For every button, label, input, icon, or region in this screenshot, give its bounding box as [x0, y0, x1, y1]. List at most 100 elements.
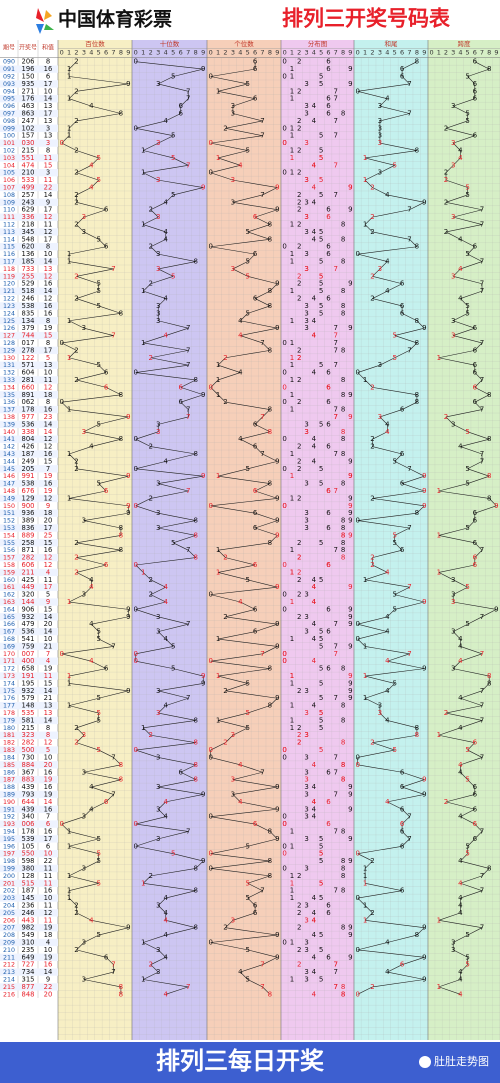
issue: 090 [3, 59, 15, 66]
trend-digit: 0 [355, 620, 359, 628]
trend-line [394, 586, 410, 595]
sum: 19 [44, 472, 53, 480]
trend-line [467, 468, 490, 477]
sum: 15 [44, 679, 53, 687]
trend-digit: 5 [245, 946, 249, 954]
trend-digit: 3 [378, 132, 382, 140]
distribution-digit: 8 [341, 761, 345, 769]
issue: 213 [3, 969, 15, 976]
trend-line [467, 616, 483, 625]
trend-digit: 9 [422, 665, 426, 673]
trend-line [232, 771, 263, 780]
trend-line [135, 468, 204, 477]
issue: 159 [3, 569, 15, 576]
distribution-digit: 4 [312, 783, 317, 791]
issue: 106 [3, 177, 15, 184]
distribution-digit: 1 [290, 975, 294, 983]
trend-digit: 2 [74, 465, 78, 473]
issue: 111 [3, 214, 15, 221]
distribution-digit: 7 [334, 642, 338, 650]
distribution-digit: 9 [348, 494, 352, 502]
trend-line [143, 875, 151, 884]
trend-line [365, 646, 410, 655]
trend-line [467, 76, 476, 85]
issue: 183 [3, 747, 15, 754]
trend-digit: 9 [126, 509, 130, 517]
trend-digit: 2 [370, 443, 374, 451]
trend-digit: 2 [370, 435, 374, 443]
trend-line [372, 979, 425, 988]
digit-header: 3 [82, 49, 86, 57]
trend-digit: 8 [119, 531, 123, 539]
trend-digit: 8 [415, 58, 419, 66]
trend-line [158, 135, 174, 144]
trend-digit: 4 [164, 916, 169, 924]
distribution-digit: 1 [290, 887, 294, 895]
trend-line [254, 483, 271, 492]
trend-line [247, 883, 263, 891]
distribution-digit: 2 [297, 539, 301, 547]
distribution-digit: 1 [290, 154, 294, 162]
trend-digit: 1 [363, 901, 367, 909]
issue: 146 [3, 473, 15, 480]
sum: 16 [44, 406, 53, 414]
trend-line [365, 675, 395, 684]
distribution-digit: 2 [297, 591, 301, 599]
trend-line [68, 350, 77, 358]
trend-line [165, 453, 196, 462]
row-band [0, 331, 58, 340]
sum: 12 [44, 435, 53, 443]
trend-line [83, 424, 99, 433]
trend-line [98, 305, 121, 314]
distribution-digit: 5 [319, 258, 323, 266]
trend-digit: 6 [104, 369, 109, 377]
trend-digit: 3 [451, 665, 455, 673]
issue: 114 [3, 236, 15, 243]
trend-digit: 3 [156, 753, 160, 761]
sum: 17 [44, 235, 53, 243]
trend-line [210, 742, 226, 751]
row-band [0, 820, 58, 828]
trend-line [91, 624, 99, 632]
trend-line [452, 268, 461, 277]
number: 500 [22, 746, 35, 754]
trend-line [76, 224, 85, 233]
trend-digit: 1 [141, 339, 145, 347]
distribution-digit: 3 [304, 731, 308, 739]
distribution-digit: 8 [341, 864, 345, 872]
trend-line [394, 594, 425, 603]
number: 529 [22, 280, 35, 288]
trend-digit: 3 [231, 790, 235, 798]
trend-line [460, 697, 483, 706]
trend-digit: 4 [238, 968, 243, 976]
number: 443 [22, 916, 35, 924]
distribution-digit: 0 [282, 820, 286, 828]
trend-digit: 2 [74, 117, 78, 125]
trend-digit: 7 [186, 413, 190, 421]
issue: 148 [3, 488, 15, 495]
trend-digit: 9 [422, 598, 426, 606]
distribution-digit: 6 [326, 768, 331, 776]
trend-line [357, 986, 373, 995]
trend-line [135, 128, 174, 137]
trend-digit: 3 [231, 731, 235, 739]
row-band [0, 376, 58, 384]
row-band [0, 805, 58, 813]
trend-line [218, 638, 278, 647]
sum: 12 [44, 228, 53, 236]
distribution-digit: 6 [326, 95, 331, 103]
trend-digit: 8 [194, 716, 198, 724]
issue: 138 [3, 414, 15, 421]
trend-line [165, 113, 181, 122]
number: 877 [22, 983, 35, 991]
trend-digit: 2 [74, 221, 78, 229]
trend-line [445, 794, 475, 803]
distribution-digit: 0 [282, 746, 286, 754]
trend-digit: 6 [253, 901, 258, 909]
sum: 14 [44, 687, 53, 695]
trend-digit: 4 [164, 117, 169, 125]
distribution-digit: 6 [326, 110, 331, 118]
trend-digit: 5 [96, 857, 100, 865]
trend-line [357, 631, 388, 640]
row-band [0, 627, 58, 636]
